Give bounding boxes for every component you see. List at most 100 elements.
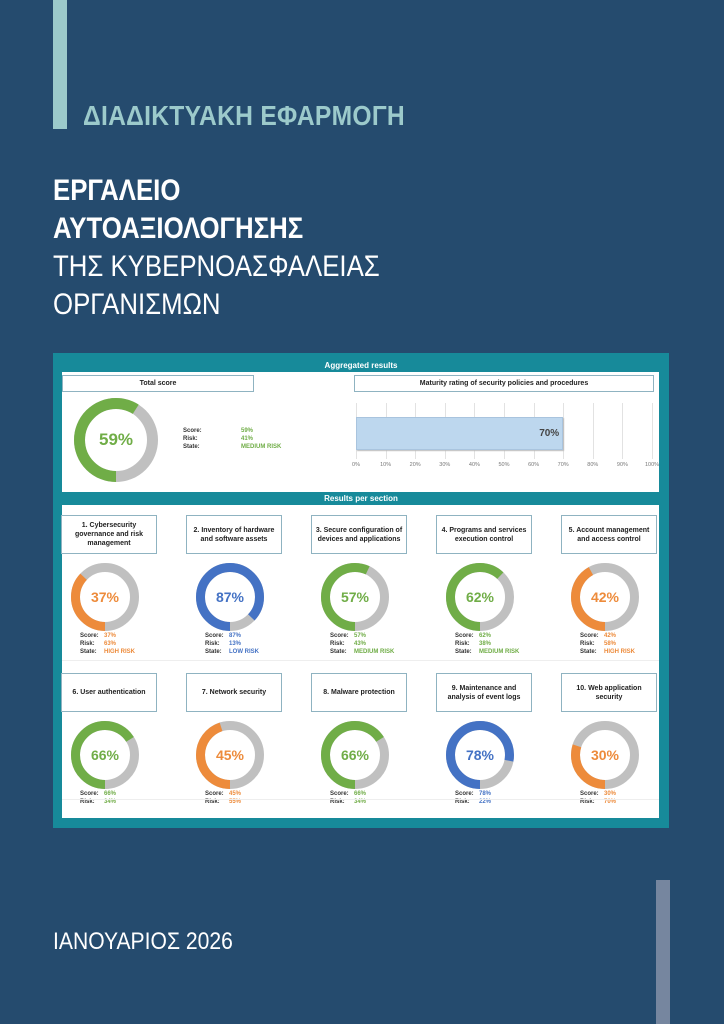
section-card: 7. Network security 45% Score: 45% Risk: 55% (186, 665, 284, 815)
gridline (652, 403, 653, 459)
section-percent: 57% (340, 589, 370, 605)
section-percent: 66% (90, 747, 120, 763)
score-label: Score: (183, 428, 202, 434)
maturity-bar-chart: 0% 10% 20% 30% 40% 50% 60% 70% 80% 90% 100% 70% (352, 403, 659, 468)
section-card: 2. Inventory of hardware and software as… (186, 505, 284, 656)
section-title: 10. Web application security (561, 673, 657, 712)
results-per-section-label: Results per section (324, 494, 398, 503)
maturity-title: Maturity rating of security policies and… (354, 375, 654, 392)
section-percent: 42% (590, 589, 620, 605)
section-percent: 87% (215, 589, 245, 605)
score-value: 37% (104, 633, 117, 639)
state-label: State: (205, 649, 222, 655)
risk-value: 70% (604, 799, 617, 805)
x-tick-label: 90% (616, 462, 628, 468)
risk-label: Risk: (580, 641, 595, 647)
row-divider (62, 799, 659, 800)
risk-value: 13% (229, 641, 242, 647)
total-score-percent: 59% (98, 430, 134, 449)
section-card: 9. Maintenance and analysis of event log… (436, 665, 534, 815)
x-tick-label: 40% (468, 462, 480, 468)
state-value: MEDIUM RISK (479, 649, 520, 655)
risk-label: Risk: (80, 641, 95, 647)
maturity-bar-label: 70% (539, 428, 560, 439)
section-card: 6. User authentication 66% Score: 66% Risk:… (61, 665, 159, 815)
score-label: Score: (330, 791, 349, 797)
state-value: LOW RISK (229, 649, 259, 655)
section-percent: 62% (465, 589, 495, 605)
row-divider (62, 660, 659, 661)
section-donut: 57% (321, 563, 389, 631)
section-donut: 45% (196, 721, 264, 789)
x-tick-label: 20% (409, 462, 421, 468)
cover-subtitle: ΔΙΑΔΙΚΤΥΑΚΗ ΕΦΑΡΜΟΓΗ (83, 100, 405, 131)
title-line-3: ΤΗΣ ΚΥΒΕΡΝΟΑΣΦΑΛΕΙΑΣ (53, 250, 380, 283)
section-percent: 37% (90, 589, 120, 605)
section-stats: Score: 87% Risk: 13% State: LOW RISK (205, 632, 259, 656)
risk-value: 41% (241, 436, 254, 442)
x-tick-label: 100% (644, 462, 660, 468)
top-accent-bar (53, 0, 67, 129)
score-value: 57% (354, 633, 367, 639)
title-line-1: ΕΡΓΑΛΕΙΟ (53, 174, 181, 207)
score-value: 62% (479, 633, 492, 639)
total-score-donut: 59% (74, 398, 158, 482)
risk-label: Risk: (183, 436, 198, 442)
state-value: HIGH RISK (604, 649, 636, 655)
section-stats: Score: 78% Risk: 22% (455, 790, 491, 806)
section-stats: Score: 66% Risk: 34% (330, 790, 366, 806)
score-label: Score: (455, 791, 474, 797)
section-stats: Score: 66% Risk: 34% (80, 790, 116, 806)
score-label: Score: (205, 633, 224, 639)
section-title: 9. Maintenance and analysis of event log… (436, 673, 532, 712)
gridline (563, 403, 565, 459)
state-label: State: (80, 649, 97, 655)
cover-date: ΙΑΝΟΥΑΡΙΟΣ 2026 (53, 928, 233, 955)
x-tick-label: 70% (557, 462, 569, 468)
state-label: State: (183, 444, 200, 450)
score-value: 87% (229, 633, 242, 639)
section-title: 7. Network security (186, 673, 282, 712)
state-value: HIGH RISK (104, 649, 136, 655)
score-label: Score: (205, 791, 224, 797)
aggregated-panel: Total score 59% Score: 59% Risk: 41% State… (62, 372, 659, 492)
section-donut: 30% (571, 721, 639, 789)
section-percent: 30% (590, 747, 620, 763)
risk-label: Risk: (205, 799, 220, 805)
risk-label: Risk: (80, 799, 95, 805)
score-value: 66% (354, 791, 367, 797)
dashboard-screenshot: Aggregated results Total score 59% Score… (53, 353, 669, 828)
state-value: MEDIUM RISK (241, 444, 282, 450)
score-label: Score: (580, 633, 599, 639)
risk-value: 22% (479, 799, 492, 805)
risk-value: 58% (604, 641, 617, 647)
risk-value: 34% (354, 799, 367, 805)
state-label: State: (455, 649, 472, 655)
section-percent: 45% (215, 747, 245, 763)
x-tick-label: 30% (439, 462, 451, 468)
risk-value: 55% (229, 799, 242, 805)
section-stats: Score: 57% Risk: 43% State: MEDIUM RISK (330, 632, 394, 656)
section-donut: 66% (321, 721, 389, 789)
bottom-accent-bar (656, 880, 670, 1024)
section-card: 1. Cybersecurity governance and risk man… (61, 505, 159, 655)
score-value: 66% (104, 791, 117, 797)
section-percent: 78% (465, 747, 495, 763)
section-stats: Score: 45% Risk: 55% (205, 790, 241, 806)
x-tick-label: 60% (528, 462, 540, 468)
section-donut: 66% (71, 721, 139, 789)
title-line-4: ΟΡΓΑΝΙΣΜΩΝ (53, 288, 221, 321)
score-value: 42% (604, 633, 617, 639)
cover-title: ΕΡΓΑΛΕΙΟ ΑΥΤΟΑΞΙΟΛΟΓΗΣΗΣ ΤΗΣ ΚΥΒΕΡΝΟΑΣΦΑ… (53, 172, 433, 324)
score-value: 78% (479, 791, 492, 797)
score-label: Score: (80, 791, 99, 797)
x-tick-label: 80% (587, 462, 599, 468)
section-title: 4. Programs and services execution contr… (436, 515, 532, 554)
risk-label: Risk: (580, 799, 595, 805)
score-value: 59% (241, 428, 254, 434)
x-tick-label: 0% (352, 462, 360, 468)
section-donut: 87% (196, 563, 264, 631)
section-stats: Score: 42% Risk: 58% State: HIGH RISK (580, 632, 635, 656)
section-donut: 78% (446, 721, 514, 789)
section-card: 3. Secure configuration of devices and a… (311, 505, 409, 656)
